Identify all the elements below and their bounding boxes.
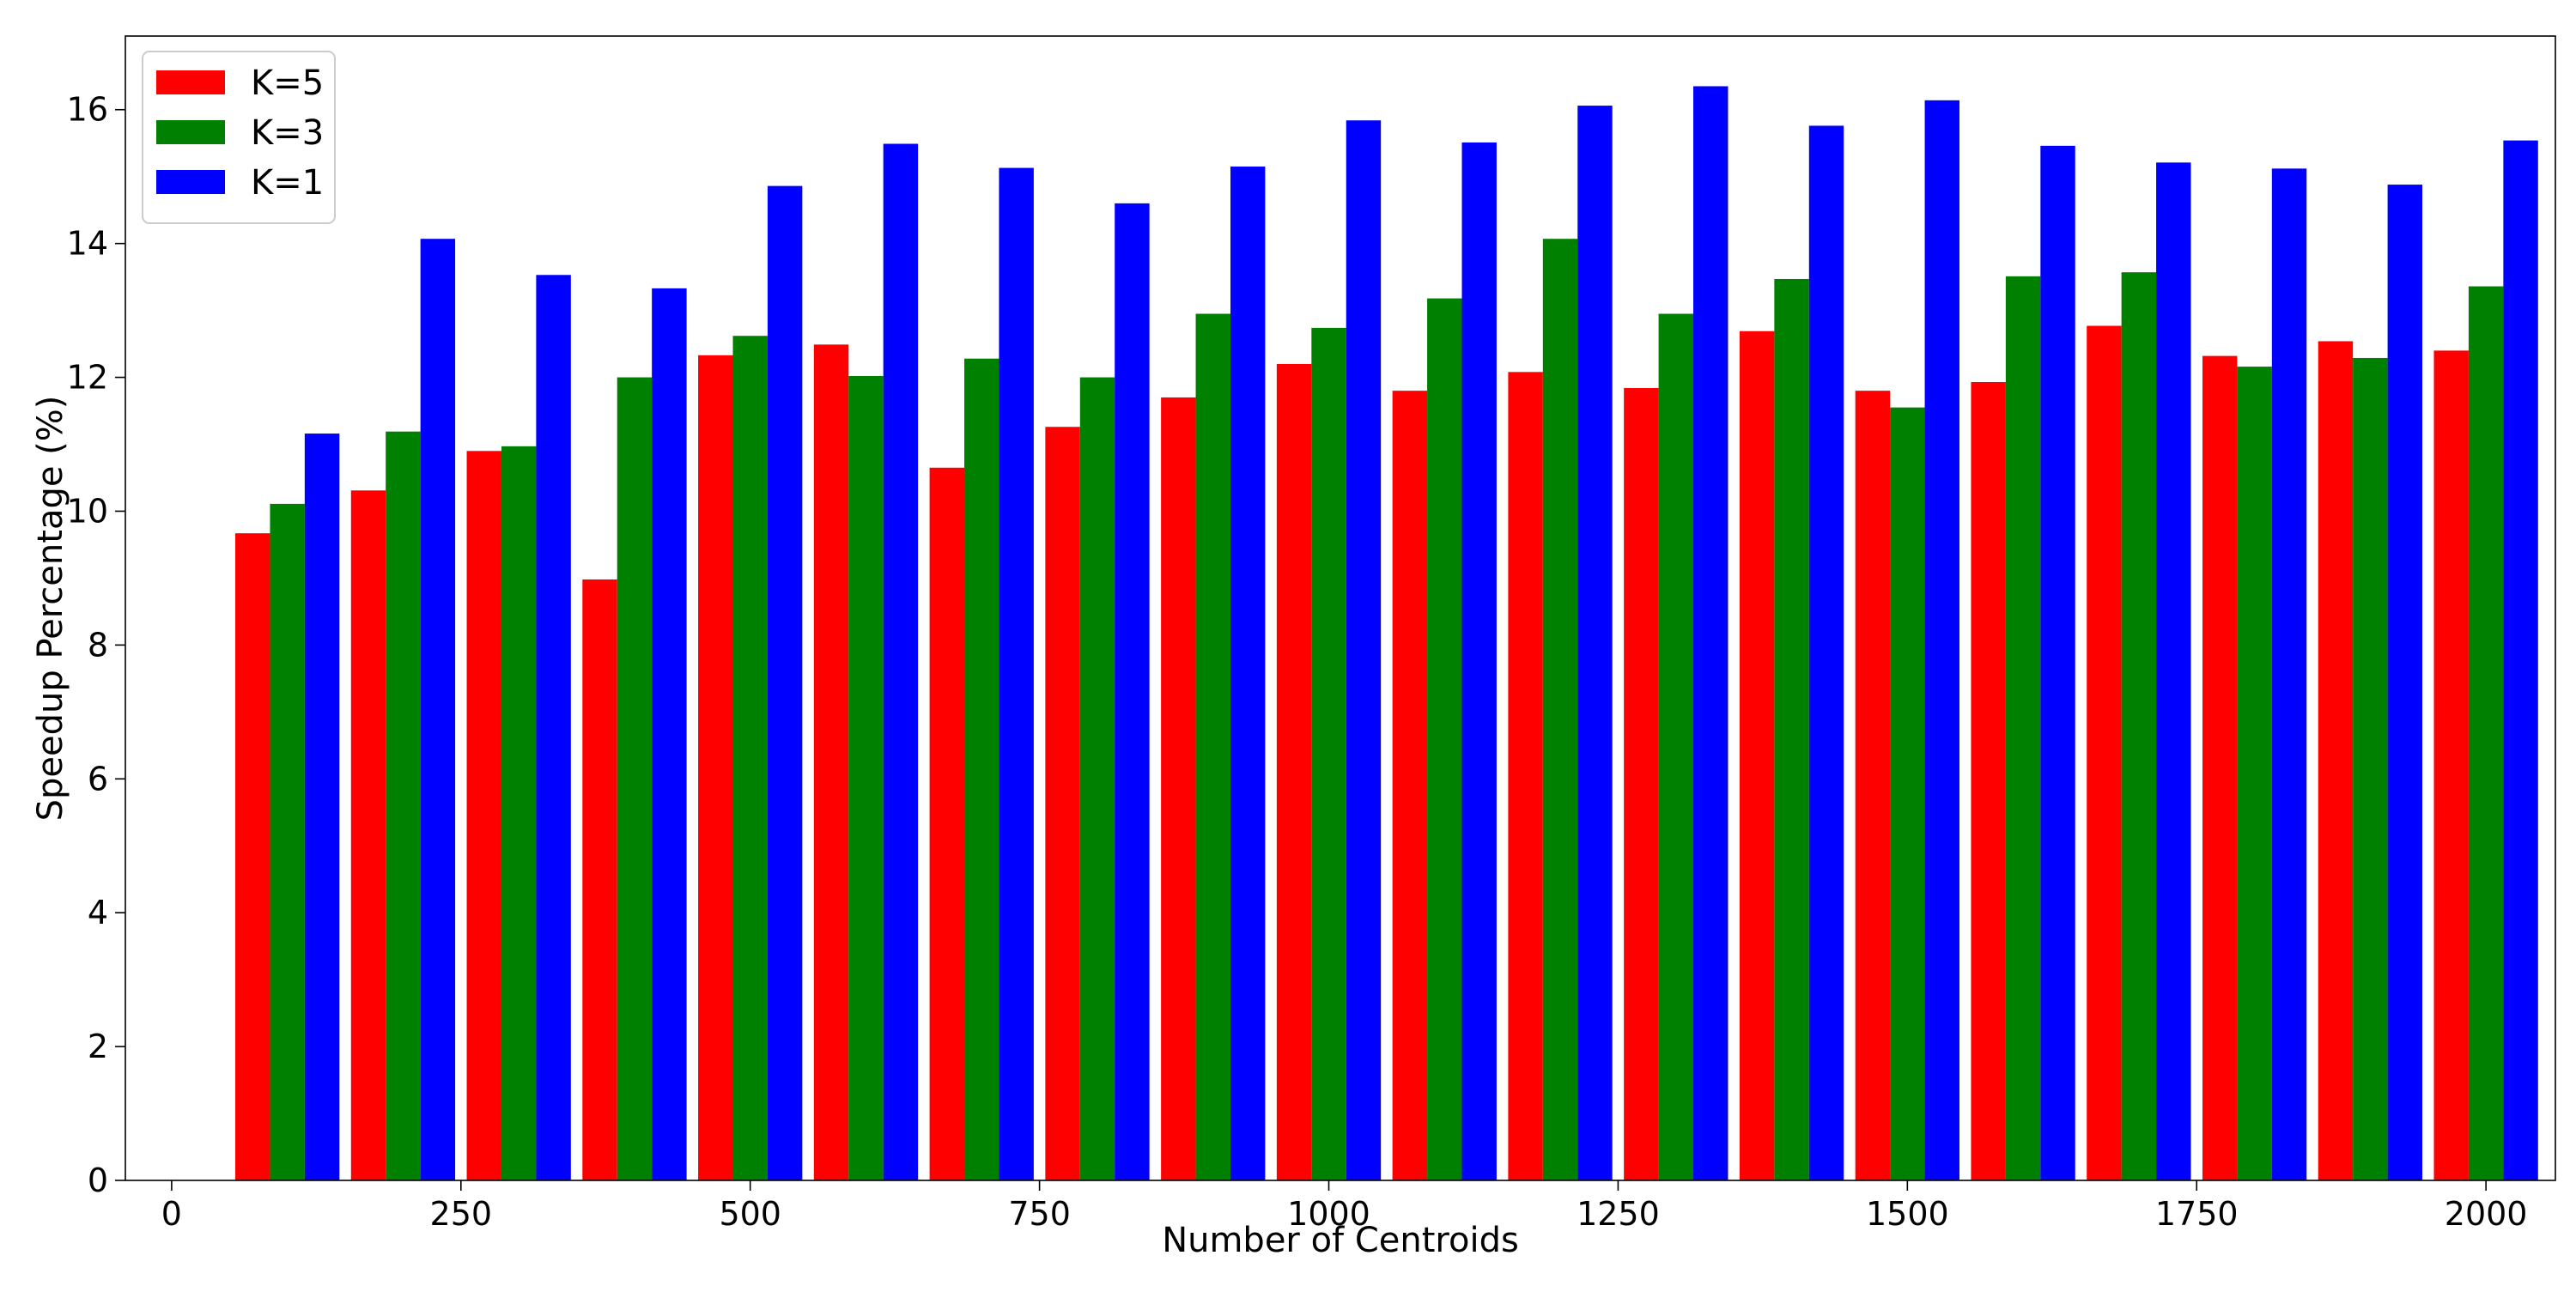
bars-layer [235,86,2538,1181]
bar-k1-1200 [1577,106,1613,1181]
bar-k1-1500 [1924,100,1959,1181]
bar-k1-1900 [2387,185,2423,1180]
bar-k5-100 [235,533,270,1180]
plot-area-frame [125,35,2556,1181]
bar-k5-1400 [1739,331,1775,1180]
y-axis-label: Speedup Percentage (%) [31,396,70,822]
y-axis-ticks: 0 2 4 6 8 10 12 14 16 [67,91,125,1199]
y-tick-label: 12 [67,359,108,397]
bar-k1-1600 [2040,145,2075,1181]
legend-label-k1: K=1 [251,163,324,203]
y-tick-label: 6 [88,760,108,798]
bar-k1-800 [1115,203,1150,1180]
bar-k3-100 [270,503,305,1180]
bar-k1-100 [304,434,340,1180]
bar-k5-1500 [1855,391,1891,1180]
x-axis-label: Number of Centroids [1162,1221,1519,1260]
bar-k3-1000 [1311,327,1346,1180]
legend-swatch-k5 [156,70,225,94]
bar-k3-500 [732,336,768,1181]
bar-k5-900 [1161,397,1196,1180]
bar-k5-1200 [1508,372,1543,1181]
bar-k5-1700 [2087,325,2122,1180]
bar-k3-400 [617,377,653,1180]
bar-k1-700 [999,167,1034,1180]
bar-k5-700 [929,467,965,1180]
bar-k5-1900 [2318,341,2354,1181]
bar-k5-2000 [2433,350,2469,1180]
bar-k3-1800 [2237,367,2272,1181]
bar-k5-1100 [1392,391,1428,1180]
bar-k1-2000 [2503,140,2538,1181]
bar-k1-1800 [2271,168,2307,1181]
bar-k5-800 [1045,427,1080,1180]
bar-k3-300 [501,446,537,1180]
x-tick-label: 1750 [2155,1195,2239,1233]
bar-k5-300 [466,451,501,1180]
legend: K=5 K=3 K=1 [142,51,336,224]
bar-k1-200 [420,239,456,1181]
bar-k1-1100 [1461,142,1497,1181]
bar-k3-1500 [1890,407,1925,1180]
bar-k3-1600 [2005,276,2041,1181]
y-tick-label: 8 [88,626,108,664]
y-tick-label: 2 [88,1028,108,1065]
bar-k3-1900 [2353,357,2388,1180]
x-tick-label: 750 [1008,1195,1071,1233]
legend-swatch-k3 [156,120,225,144]
bar-k1-1400 [1808,125,1844,1181]
bar-k1-500 [767,185,803,1180]
x-tick-label: 250 [430,1195,493,1233]
y-tick-label: 14 [67,225,108,263]
legend-label-k5: K=5 [251,64,324,103]
x-tick-label: 500 [719,1195,781,1233]
y-tick-label: 10 [67,492,108,530]
bar-k5-200 [350,490,386,1180]
bar-k3-900 [1195,313,1230,1180]
bar-k3-200 [386,431,421,1180]
bar-k1-400 [652,288,687,1180]
x-tick-label: 0 [161,1195,182,1233]
bar-k3-2000 [2468,286,2504,1180]
x-tick-label: 1500 [1866,1195,1949,1233]
y-tick-label: 16 [67,91,108,129]
bar-k5-600 [813,344,849,1180]
bar-k5-1800 [2202,355,2238,1180]
legend-label-k3: K=3 [251,113,324,153]
y-tick-label: 4 [88,894,108,931]
bar-k5-400 [582,579,617,1180]
x-axis-ticks: 0 250 500 750 1000 1250 1500 1750 2000 [161,1180,2528,1233]
bar-k5-500 [698,355,733,1181]
bar-k3-600 [848,376,884,1180]
bar-k3-1400 [1774,278,1809,1181]
y-tick-label: 0 [88,1162,108,1199]
bar-k3-800 [1079,377,1115,1180]
bar-k1-900 [1230,167,1266,1180]
bar-k1-1300 [1693,86,1728,1181]
bar-k1-300 [536,275,571,1180]
legend-swatch-k1 [156,170,225,194]
x-tick-label: 1000 [1287,1195,1370,1233]
bar-k3-1100 [1427,298,1462,1181]
bar-k5-1600 [1971,382,2006,1180]
bar-k5-1000 [1276,363,1312,1181]
x-tick-label: 2000 [2445,1195,2528,1233]
x-tick-label: 1250 [1577,1195,1660,1233]
bar-k5-1300 [1624,388,1659,1180]
bar-k1-1000 [1346,120,1382,1181]
bar-k3-700 [964,358,999,1181]
bar-k3-1300 [1658,313,1694,1180]
bar-k3-1700 [2121,272,2157,1180]
bar-k3-1200 [1542,239,1578,1181]
bar-k1-600 [883,143,919,1180]
bar-k1-1700 [2156,162,2191,1181]
